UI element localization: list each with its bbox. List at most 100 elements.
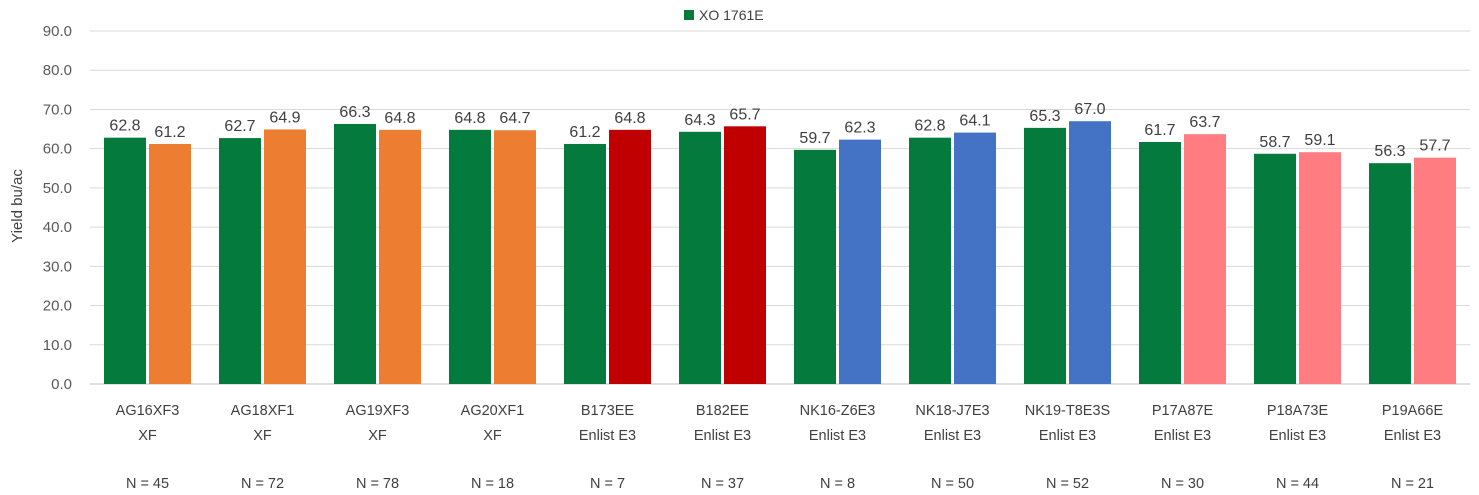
sample-size-label: N = 30 [1161, 476, 1204, 492]
data-label: 64.9 [269, 109, 300, 126]
sample-size-label: N = 50 [931, 476, 974, 492]
category-label-line1: B182EE [696, 403, 750, 419]
bar-xo-1761e-7 [909, 137, 951, 384]
bar-comparison-0 [149, 143, 191, 384]
bar-comparison-8 [1069, 121, 1111, 384]
data-label: 57.7 [1419, 138, 1450, 155]
data-label: 64.1 [959, 113, 990, 130]
data-label: 64.3 [684, 112, 715, 129]
data-label: 62.8 [914, 118, 945, 135]
data-label: 65.7 [729, 106, 760, 123]
sample-size-label: N = 7 [590, 476, 625, 492]
sample-size-label: N = 52 [1046, 476, 1089, 492]
category-label-line2: Enlist E3 [809, 428, 866, 444]
category-label-line1: P19A66E [1382, 403, 1444, 419]
category-label-line2: Enlist E3 [924, 428, 981, 444]
sample-size-label: N = 72 [241, 476, 284, 492]
y-tick-label: 80.0 [43, 62, 72, 79]
sample-size-label: N = 45 [126, 476, 169, 492]
data-label: 63.7 [1189, 114, 1220, 131]
bar-comparison-2 [379, 129, 421, 384]
bar-xo-1761e-9 [1139, 141, 1181, 384]
category-labels: AG16XF3 XF N = 45 AG18XF1 XF N = 72 AG19XF3 XF N… [116, 403, 1444, 492]
gridlines [90, 30, 1470, 385]
y-axis-ticks: 0.0 10.0 20.0 30.0 40.0 50.0 60.0 70.0 80.0 90.0 [43, 23, 72, 393]
y-tick-label: 0.0 [51, 376, 72, 393]
legend-swatch-xo-1761e [684, 10, 694, 20]
bar-comparison-5 [724, 126, 766, 384]
y-axis-title: Yield bu/ac [9, 169, 26, 243]
category-label-line2: Enlist E3 [1039, 428, 1096, 444]
data-label: 61.7 [1144, 122, 1175, 139]
bar-xo-1761e-2 [334, 123, 376, 384]
bar-xo-1761e-4 [564, 143, 606, 384]
data-label: 58.7 [1259, 134, 1290, 151]
category-label-line1: AG18XF1 [231, 403, 295, 419]
category-label-line1: AG16XF3 [116, 403, 180, 419]
data-label: 67.0 [1074, 101, 1105, 118]
y-tick-label: 50.0 [43, 180, 72, 197]
bar-xo-1761e-6 [794, 149, 836, 384]
category-label-line2: Enlist E3 [694, 428, 751, 444]
legend: XO 1761E [684, 7, 764, 23]
y-tick-label: 40.0 [43, 219, 72, 236]
data-label: 66.3 [339, 104, 370, 121]
category-label-line2: Enlist E3 [1269, 428, 1326, 444]
y-tick-label: 30.0 [43, 258, 72, 275]
category-label-line1: AG19XF3 [346, 403, 410, 419]
bar-comparison-7 [954, 132, 996, 384]
category-label-line2: XF [368, 428, 387, 444]
bar-xo-1761e-8 [1024, 127, 1066, 384]
category-label-line2: Enlist E3 [1154, 428, 1211, 444]
category-label-line2: XF [253, 428, 272, 444]
sample-size-label: N = 44 [1276, 476, 1319, 492]
category-label-line2: Enlist E3 [1384, 428, 1441, 444]
category-label-line1: NK18-J7E3 [915, 403, 989, 419]
bar-comparison-10 [1299, 152, 1341, 384]
category-label-line2: Enlist E3 [579, 428, 636, 444]
sample-size-label: N = 21 [1391, 476, 1434, 492]
category-label-line1: NK19-T8E3S [1025, 403, 1110, 419]
category-label-line2: XF [138, 428, 157, 444]
data-label: 62.3 [844, 120, 875, 137]
y-tick-label: 70.0 [43, 101, 72, 118]
bar-comparison-4 [609, 129, 651, 384]
category-label-line1: NK16-Z6E3 [800, 403, 876, 419]
category-label-line1: P18A73E [1267, 403, 1329, 419]
bar-xo-1761e-0 [104, 137, 146, 384]
category-label-line1: AG20XF1 [461, 403, 525, 419]
bar-comparison-3 [494, 130, 536, 384]
y-tick-label: 10.0 [43, 337, 72, 354]
data-label: 59.7 [799, 130, 830, 147]
data-label: 64.8 [384, 110, 415, 127]
sample-size-label: N = 37 [701, 476, 744, 492]
bar-xo-1761e-3 [449, 129, 491, 384]
category-label-line1: B173EE [581, 403, 635, 419]
sample-size-label: N = 78 [356, 476, 399, 492]
y-tick-label: 60.0 [43, 141, 72, 158]
y-tick-label: 20.0 [43, 298, 72, 315]
bar-comparison-6 [839, 139, 881, 384]
y-tick-label: 90.0 [43, 23, 72, 40]
data-label: 61.2 [154, 124, 185, 141]
data-label: 64.8 [614, 110, 645, 127]
bar-xo-1761e-11 [1369, 163, 1411, 384]
bar-comparison-11 [1414, 157, 1456, 384]
bar-xo-1761e-1 [219, 138, 261, 384]
data-label: 61.2 [569, 124, 600, 141]
sample-size-label: N = 18 [471, 476, 514, 492]
legend-label-xo-1761e: XO 1761E [699, 7, 764, 23]
bar-xo-1761e-5 [679, 131, 721, 384]
bar-comparison-9 [1184, 134, 1226, 384]
data-label: 59.1 [1304, 132, 1335, 149]
data-label: 62.8 [109, 118, 140, 135]
data-labels: 62.8 61.2 62.7 64.9 66.3 64.8 64.8 64.7 61.2 64.8… [109, 101, 1450, 160]
bar-xo-1761e-10 [1254, 153, 1296, 384]
sample-size-label: N = 8 [820, 476, 855, 492]
data-label: 56.3 [1374, 143, 1405, 160]
bar-comparison-1 [264, 129, 306, 384]
data-label: 62.7 [224, 118, 255, 135]
data-label: 64.7 [499, 110, 530, 127]
category-label-line1: P17A87E [1152, 403, 1214, 419]
